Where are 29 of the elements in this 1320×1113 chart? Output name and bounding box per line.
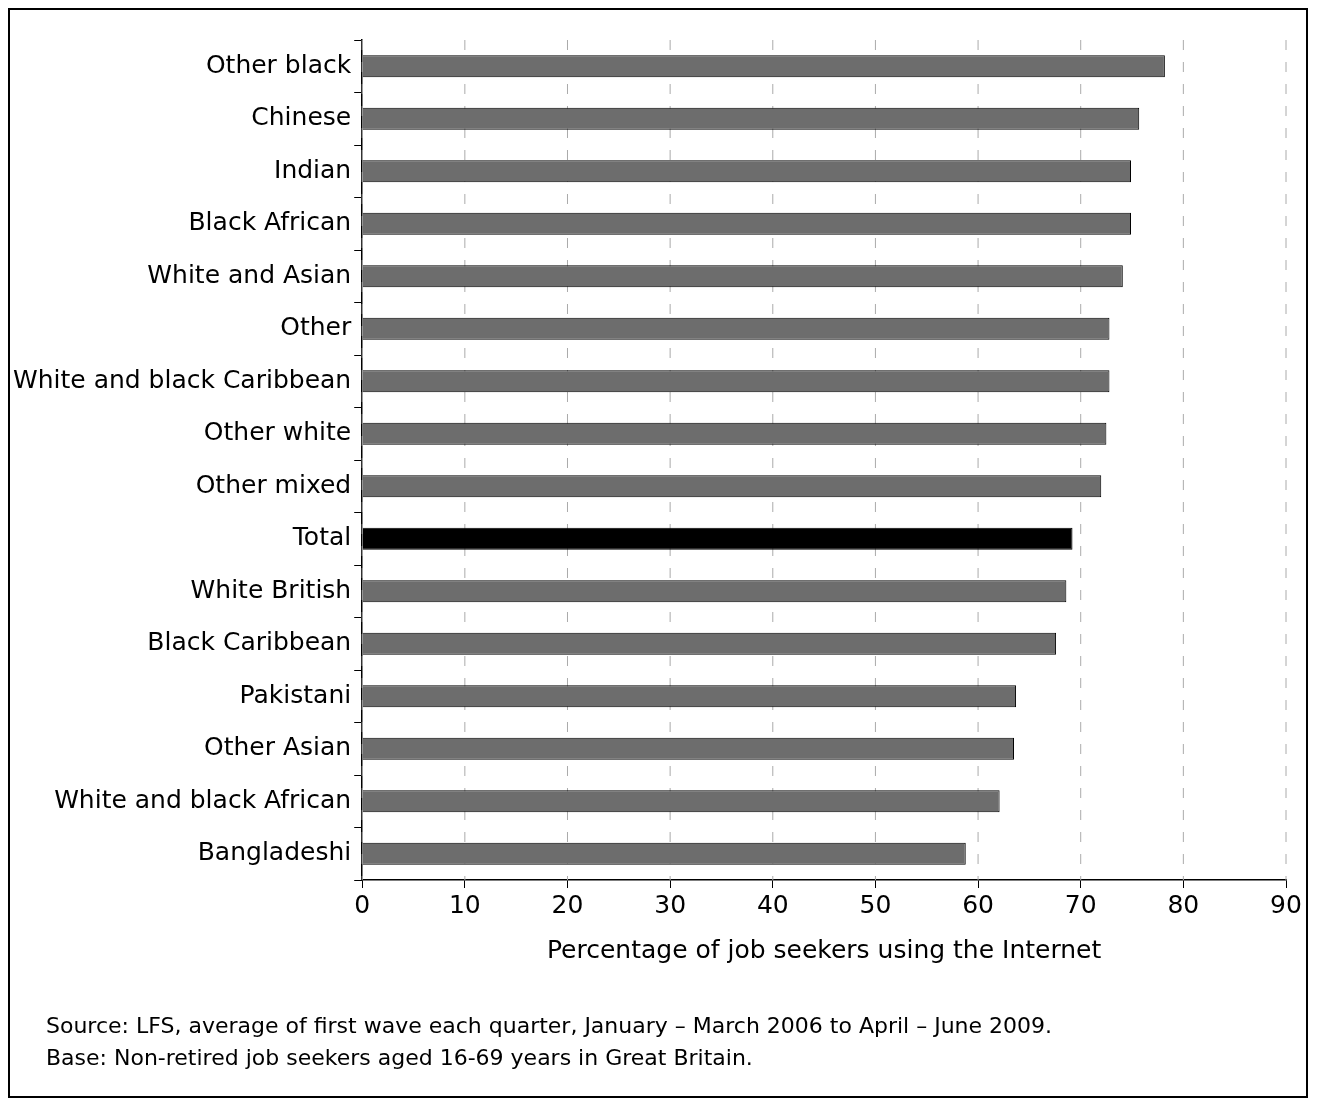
y-tick-label: Other mixed (195, 469, 352, 499)
x-tick-label: 60 (962, 889, 994, 919)
y-tick-label: Other black (205, 49, 352, 79)
y-tick-label: Indian (274, 154, 352, 184)
x-tick-label: 0 (354, 889, 371, 919)
x-tick-label: 80 (1167, 889, 1200, 919)
x-tick-label: 30 (654, 889, 687, 919)
y-tick-label: Black Caribbean (147, 627, 352, 657)
y-tick-label: White British (190, 574, 352, 604)
x-tick-label: 90 (1270, 889, 1302, 919)
y-tick-label: Total (291, 522, 352, 552)
y-tick-label: Other white (203, 417, 352, 447)
y-tick-label: Chinese (251, 102, 352, 132)
y-tick-label: Bangladeshi (197, 837, 352, 867)
source-note: Source: LFS, average of first wave each quarter, January – March 2006 to April – June 2009. (46, 1012, 1053, 1040)
x-tick-label: 40 (756, 889, 789, 919)
x-tick-label: 20 (551, 889, 584, 919)
y-tick-label: Pakistani (239, 679, 352, 709)
y-tick-label: White and Asian (147, 259, 352, 289)
y-tick-label: Black African (188, 207, 352, 237)
y-tick-label: White and black African (54, 784, 352, 814)
x-axis-title: Percentage of job seekers using the Internet (546, 934, 1102, 964)
y-tick-label: White and black Caribbean (12, 364, 352, 394)
text: Base: Non-retired job seekers aged 16-69 years in Great Britain. (46, 1044, 754, 1072)
y-tick-label: Other (280, 312, 352, 342)
x-tick-label: 10 (448, 889, 481, 919)
y-tick-label: Other Asian (204, 732, 352, 762)
x-tick-label: 50 (859, 889, 892, 919)
x-tick-label: 70 (1064, 889, 1097, 919)
